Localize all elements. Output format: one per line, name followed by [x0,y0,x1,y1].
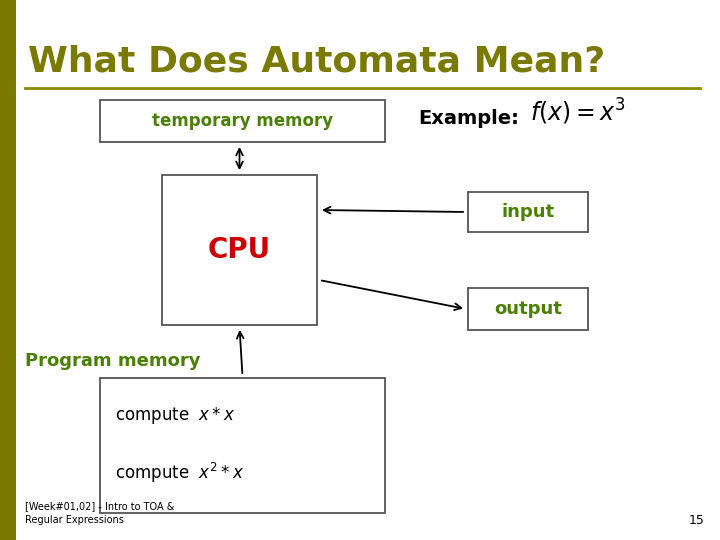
Text: CPU: CPU [208,236,271,264]
Text: $f(x)=x^3$: $f(x)=x^3$ [530,97,626,127]
Text: compute  $x*x$: compute $x*x$ [115,406,235,427]
Text: 15: 15 [689,514,705,527]
Bar [468,288,588,330]
Text: temporary memory: temporary memory [152,112,333,130]
Text: output: output [494,300,562,318]
Bar [100,378,385,513]
Text: compute  $x^2*x$: compute $x^2*x$ [115,461,244,485]
Bar [100,100,385,142]
Text: Program memory: Program memory [25,352,200,370]
Text: [Week#01,02] - Intro to TOA &
Regular Expressions: [Week#01,02] - Intro to TOA & Regular Ex… [25,501,174,525]
Bar [0,0,16,540]
Bar [468,192,588,232]
Text: input: input [501,203,554,221]
Bar [162,175,317,325]
Text: What Does Automata Mean?: What Does Automata Mean? [28,45,606,79]
Text: Example:: Example: [418,109,519,127]
